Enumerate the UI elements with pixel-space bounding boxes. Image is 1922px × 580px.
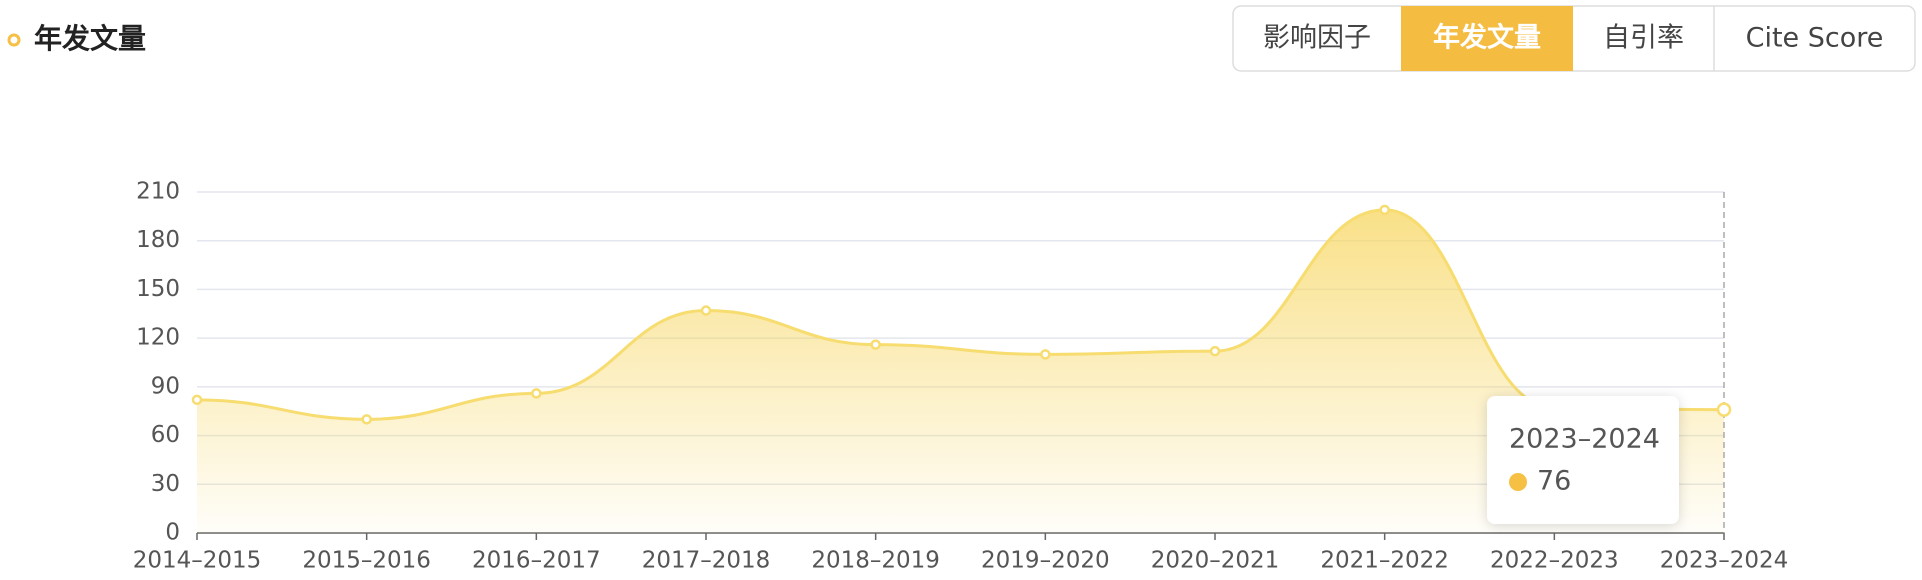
x-tick-label: 2023–2024 <box>1660 548 1789 574</box>
tooltip-value: 76 <box>1537 466 1571 497</box>
tab[interactable]: 影响因子 <box>1263 23 1371 54</box>
x-tick-label: 2022–2023 <box>1490 548 1619 574</box>
y-tick-label: 180 <box>136 227 180 253</box>
x-tick-label: 2014–2015 <box>133 548 262 574</box>
point <box>700 305 712 316</box>
point <box>531 388 542 399</box>
x-tick-label: 2020–2021 <box>1151 548 1280 574</box>
point <box>870 339 881 350</box>
x-tick-label: 2015–2016 <box>302 548 431 574</box>
title-icon <box>7 33 21 47</box>
y-tick-label: 210 <box>136 179 180 205</box>
tooltip-title: 2023–2024 <box>1509 424 1660 455</box>
tab[interactable]: Cite Score <box>1746 23 1884 54</box>
y-tick-label: 60 <box>151 422 180 448</box>
point <box>1209 345 1221 357</box>
y-tick-label: 120 <box>136 325 180 351</box>
x-tick-label: 2016–2017 <box>472 548 601 574</box>
y-tick-label: 150 <box>136 276 180 302</box>
chart-title: 年发文量 <box>34 22 146 55</box>
point <box>1040 349 1051 360</box>
tab[interactable]: 年发文量 <box>1433 22 1541 54</box>
tab[interactable]: 自引率 <box>1603 23 1684 54</box>
y-tick-label: 90 <box>151 373 180 399</box>
line <box>196 208 1725 421</box>
area <box>197 209 1724 533</box>
tab-active-bg <box>1401 6 1573 71</box>
x-tick-label: 2019–2020 <box>981 548 1110 574</box>
tab-bar: 影响因子 年发文量 自引率 Cite Score <box>1232 5 1916 72</box>
x-tick-label: 2018–2019 <box>811 548 940 574</box>
point <box>1716 402 1732 417</box>
tooltip-marker <box>1509 473 1527 491</box>
y-tick-label: 0 <box>165 520 180 546</box>
tooltip-box <box>1487 396 1679 524</box>
y-tick-label: 30 <box>151 471 180 497</box>
point <box>191 394 203 406</box>
point <box>361 414 372 425</box>
x-tick-label: 2017–2018 <box>642 548 771 574</box>
x-tick-label: 2021–2022 <box>1320 548 1449 574</box>
point <box>1379 204 1390 216</box>
